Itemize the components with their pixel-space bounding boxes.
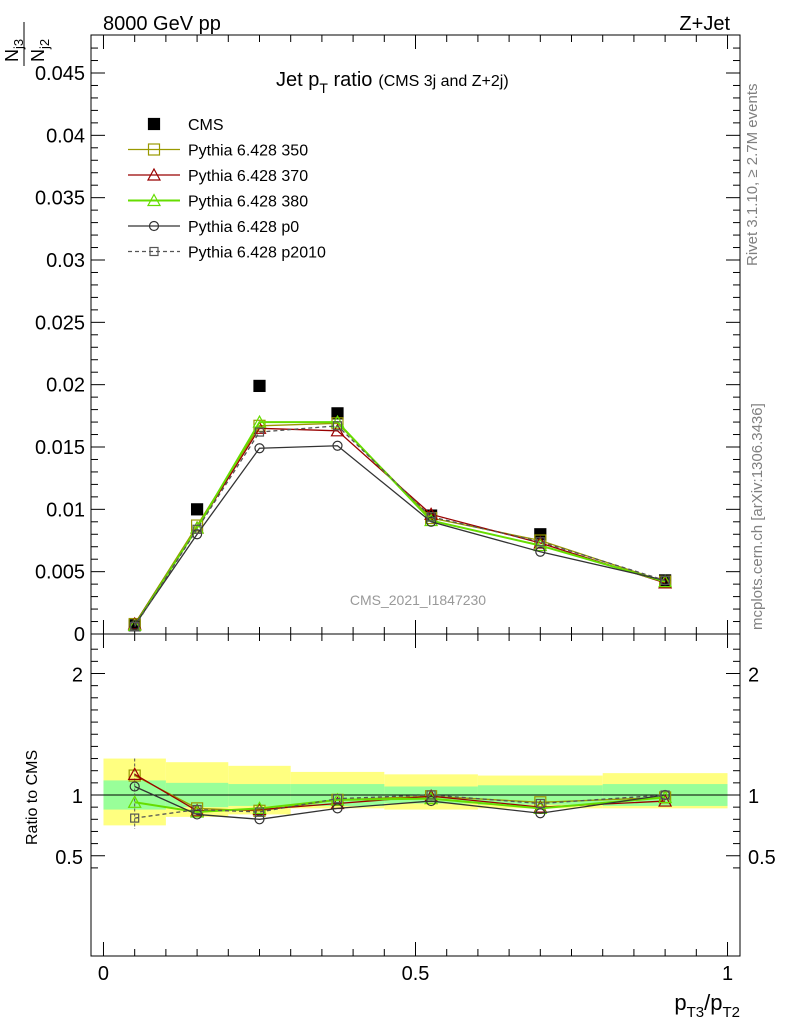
legend-marker xyxy=(146,193,162,207)
legend-label: Pythia 6.428 380 xyxy=(188,194,308,211)
legend: CMS Pythia 6.428 350 Pythia 6.428 370 Pythi… xyxy=(128,117,326,262)
beam-label: 8000 GeV pp xyxy=(103,13,221,35)
ratio-data-point xyxy=(192,804,202,815)
data-point xyxy=(533,538,548,552)
ratio-data-point xyxy=(127,767,142,780)
ratio-data-point xyxy=(128,769,141,782)
process-label: Z+Jet xyxy=(679,13,730,35)
svg-text:Nj3: Nj3 xyxy=(2,39,26,62)
y-tick-label: 0.035 xyxy=(35,188,85,210)
analysis-watermark: CMS_2021_I1847230 xyxy=(350,592,486,608)
ratio-data-point xyxy=(426,790,436,800)
ratio-data-point xyxy=(535,798,545,809)
data-point xyxy=(254,443,265,454)
legend-marker xyxy=(146,167,162,181)
series-line xyxy=(134,425,666,627)
data-point xyxy=(190,519,204,532)
legend-marker xyxy=(148,220,160,232)
ratio-y-tick-label-right: 2 xyxy=(748,665,759,687)
svg-text:Nj2: Nj2 xyxy=(28,39,52,62)
y-axis-label: Nj3 Nj2 xyxy=(2,22,52,66)
series-5 xyxy=(130,421,670,632)
x-axis-label: pT3/pT2 xyxy=(674,990,740,1021)
data-point xyxy=(660,575,670,585)
y-tick-label: 0.025 xyxy=(35,312,85,334)
data-point xyxy=(192,524,202,534)
y-tick-label: 0.03 xyxy=(46,250,85,272)
data-point xyxy=(426,512,436,522)
data-point xyxy=(331,417,344,430)
y-tick-label: 0 xyxy=(74,624,85,646)
ratio-y-tick-label-right: 1 xyxy=(748,786,759,808)
data-point xyxy=(190,503,204,516)
data-point xyxy=(332,421,343,431)
data-point xyxy=(331,407,344,420)
ratio-data-point xyxy=(658,793,673,807)
ratio-data-point xyxy=(130,813,140,823)
x-tick-label: 0.5 xyxy=(402,963,430,985)
ratio-data-point xyxy=(127,795,142,808)
ratio-data-point xyxy=(254,814,265,825)
legend-label: Pythia 6.428 370 xyxy=(188,168,308,185)
ratio-data-point xyxy=(332,803,343,814)
data-point xyxy=(535,546,546,557)
legend-label: Pythia 6.428 350 xyxy=(188,143,308,160)
y-tick-label: 0.01 xyxy=(46,499,85,521)
ratio-y-tick-label: 0.5 xyxy=(55,847,83,869)
legend-label: CMS xyxy=(188,117,224,134)
y-tick-label: 0.045 xyxy=(35,63,85,85)
data-point xyxy=(130,621,140,632)
data-point xyxy=(252,414,267,428)
y-tick-label: 0.04 xyxy=(46,125,85,147)
rivet-version-label: Rivet 3.1.10, ≥ 2.7M events xyxy=(744,83,761,267)
legend-marker xyxy=(147,143,161,156)
data-point xyxy=(253,379,266,393)
ratio-panel: 0.5 0.5 1 1 2 2 0 0.5 1 Ratio to CMS pT3/pT2 xyxy=(24,633,776,1021)
y-tick-label: 0.02 xyxy=(46,375,85,397)
plot-title: Jet pT ratio (CMS 3j and Z+2j) xyxy=(276,69,509,96)
x-tick-label: 1 xyxy=(722,963,733,985)
legend-label: Pythia 6.428 p2010 xyxy=(188,245,326,262)
ratio-y-tick-label: 2 xyxy=(72,665,83,687)
legend-marker xyxy=(147,117,161,131)
ratio-y-label: Ratio to CMS xyxy=(24,750,41,845)
ratio-series-4 xyxy=(130,790,670,823)
ratio-data-point xyxy=(254,807,265,817)
data-point xyxy=(426,516,437,527)
data-point xyxy=(254,427,265,437)
main-panel: 0 0.005 0.01 0.015 0.02 0.025 0.03 0.035 0.04 0.0… xyxy=(2,22,741,646)
y-tick-label: 0.015 xyxy=(35,437,85,459)
y-tick-label: 0.005 xyxy=(35,562,85,584)
data-point xyxy=(535,537,545,547)
ratio-data-point xyxy=(332,794,343,804)
ratio-data-point xyxy=(426,795,437,807)
ratio-data-point xyxy=(191,809,203,820)
ratio-data-point xyxy=(658,790,673,804)
ratio-data-point xyxy=(129,781,140,792)
ratio-y-tick-label-right: 0.5 xyxy=(748,847,776,869)
ratio-series-line xyxy=(134,794,666,819)
mcplots-label: mcplots.cern.ch [arXiv:1306.3436] xyxy=(749,403,766,630)
ratio-series-line xyxy=(134,785,666,820)
ratio-data-point xyxy=(330,792,345,806)
x-tick-label: 0 xyxy=(98,963,109,985)
data-point xyxy=(658,574,673,588)
data-point xyxy=(332,440,343,451)
ratio-y-tick-label: 1 xyxy=(72,786,83,808)
ratio-data-point xyxy=(535,808,546,819)
series-line xyxy=(134,445,666,626)
ratio-data-point xyxy=(660,790,670,800)
legend-label: Pythia 6.428 p0 xyxy=(188,219,299,236)
legend-marker xyxy=(149,246,159,257)
